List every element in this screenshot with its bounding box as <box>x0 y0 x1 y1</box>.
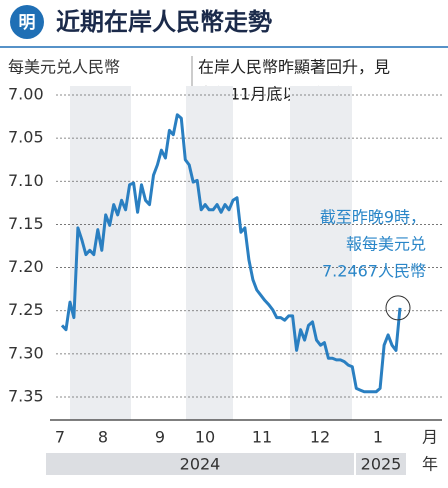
x-tick-label: 1 <box>373 428 383 447</box>
line-series <box>60 113 402 394</box>
y-tick-label: 7.15 <box>8 214 44 233</box>
y-tick-label: 7.05 <box>8 128 44 147</box>
annotation: 7.2467人民幣 <box>322 262 426 281</box>
y-tick-label: 7.10 <box>8 171 44 190</box>
x-tick-label: 9 <box>155 428 165 447</box>
logo-circle <box>10 5 44 39</box>
x-tick-label: 11 <box>252 428 272 447</box>
y-tick-label: 7.35 <box>8 387 44 406</box>
x-tick-label: 8 <box>98 428 108 447</box>
chart-title: 近期在岸人民幣走勢 <box>56 8 272 36</box>
x-tick-label: 7 <box>55 428 65 447</box>
annotation: 截至昨晚9時， <box>320 208 426 227</box>
month-band <box>186 86 233 420</box>
x-tick-label: 10 <box>195 428 215 447</box>
x-tick-label: 月 <box>422 428 438 447</box>
month-band <box>290 86 352 420</box>
y-tick-label: 7.20 <box>8 257 44 276</box>
month-band <box>70 86 131 420</box>
x-tick-label: 12 <box>310 428 330 447</box>
y-axis-label: 每美元兑人民幣 <box>8 58 120 77</box>
year-bar <box>356 453 406 475</box>
y-tick-label: 7.30 <box>8 343 44 362</box>
year-label: 年 <box>422 455 438 474</box>
logo: 明 <box>19 13 36 33</box>
highlight-ring <box>385 295 411 321</box>
year-bar <box>46 453 354 475</box>
year-label: 2025 <box>361 455 402 474</box>
year-label: 2024 <box>180 455 221 474</box>
y-tick-label: 7.00 <box>8 85 44 104</box>
y-tick-label: 7.25 <box>8 300 44 319</box>
annotation: 報每美元兑 <box>346 235 426 254</box>
subtitle: 在岸人民幣昨顯著回升，見 <box>198 58 390 77</box>
